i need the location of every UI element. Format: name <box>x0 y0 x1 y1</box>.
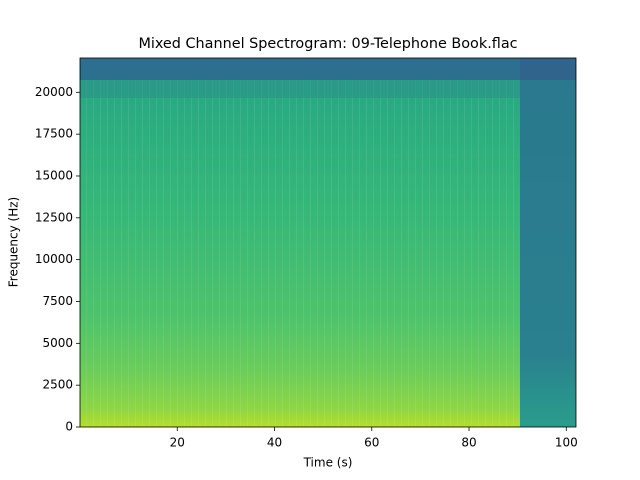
y-tick-label: 12500 <box>35 210 73 224</box>
x-tick-label: 100 <box>555 436 578 450</box>
x-tick-label: 80 <box>461 436 476 450</box>
y-tick-label: 17500 <box>35 127 73 141</box>
y-axis-label: Frequency (Hz) <box>7 197 21 288</box>
x-axis-label: Time (s) <box>303 456 353 470</box>
x-tick-label: 60 <box>364 436 379 450</box>
y-tick-label: 7500 <box>42 294 73 308</box>
x-tick-label: 40 <box>267 436 282 450</box>
plot-frame <box>79 57 577 428</box>
y-tick-label: 15000 <box>35 168 73 182</box>
y-tick-label: 5000 <box>42 336 73 350</box>
chart-title: Mixed Channel Spectrogram: 09-Telephone … <box>138 36 517 52</box>
spectrogram-image <box>80 58 576 427</box>
y-tick-label: 0 <box>65 420 73 434</box>
x-tick-label: 20 <box>170 436 185 450</box>
y-tick-label: 20000 <box>35 85 73 99</box>
y-tick-label: 2500 <box>42 378 73 392</box>
y-tick-label: 10000 <box>35 252 73 266</box>
